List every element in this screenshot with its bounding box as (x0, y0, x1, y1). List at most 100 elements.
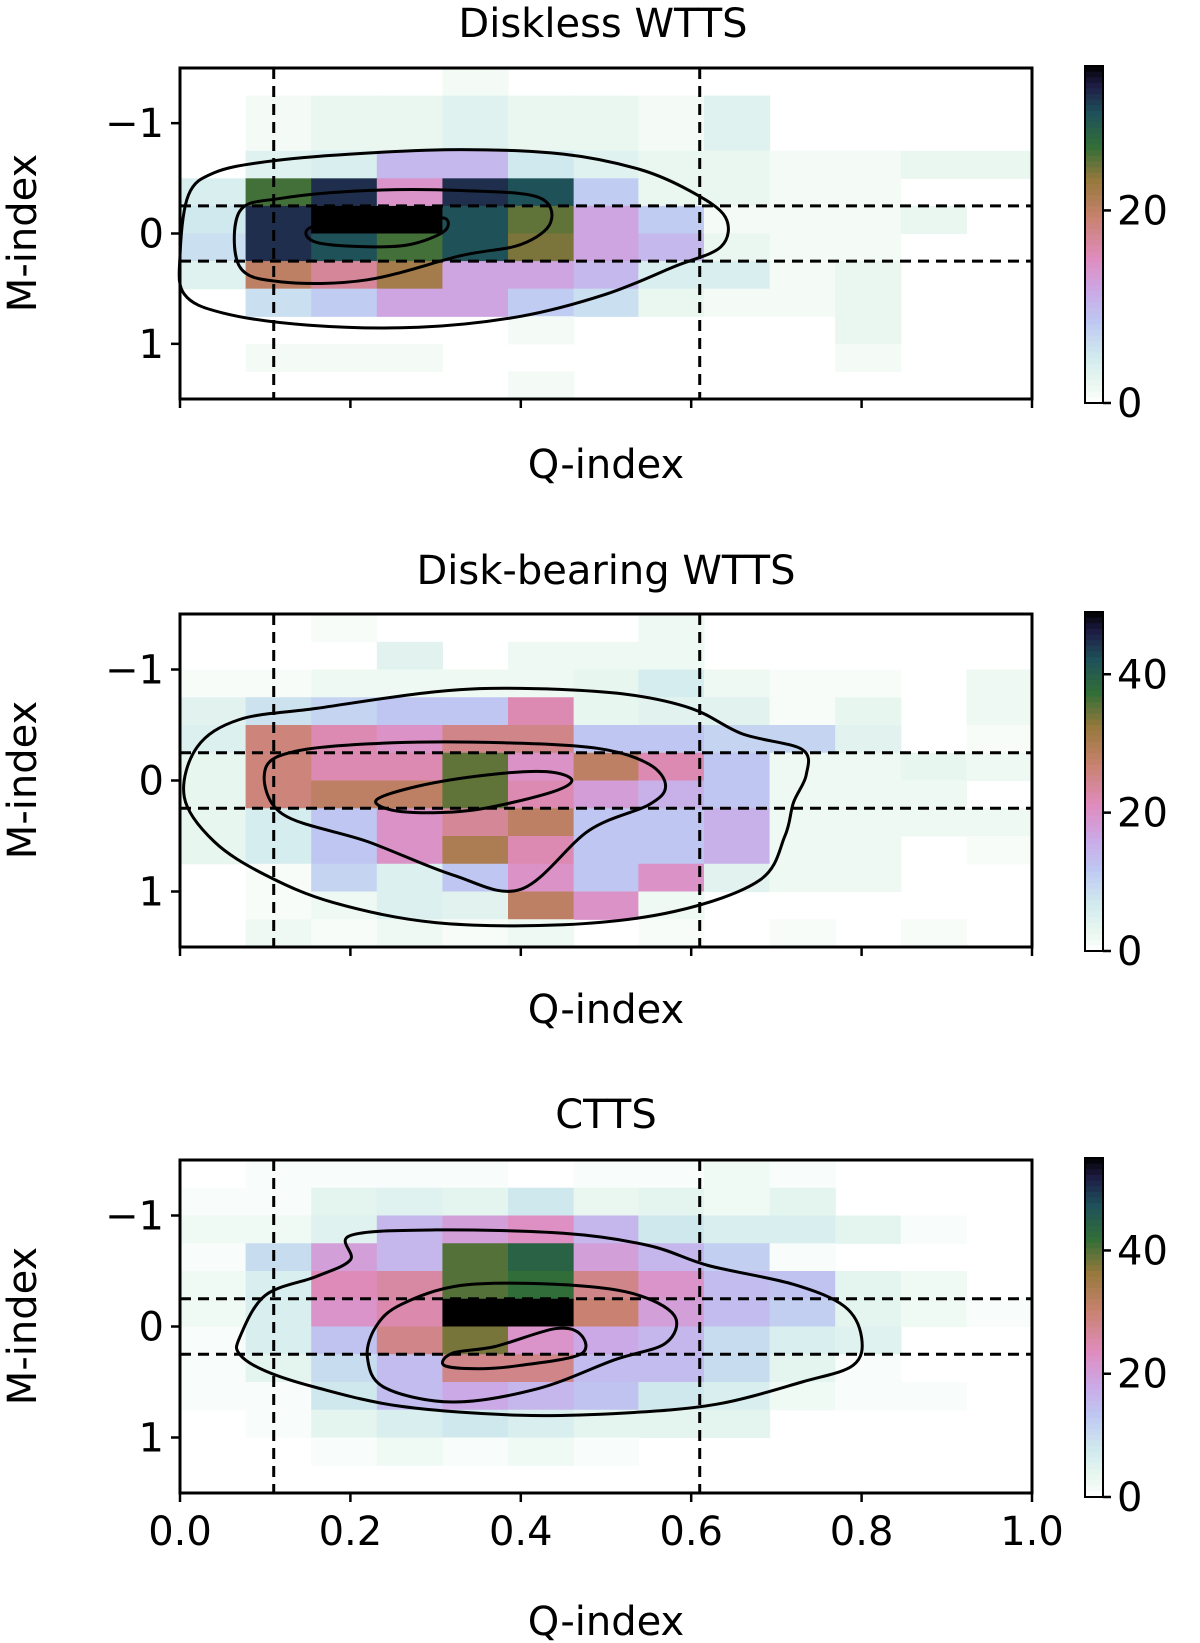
heatmap-cell (376, 1409, 444, 1439)
heatmap-cell (376, 919, 444, 948)
heatmap-cell (245, 1298, 312, 1328)
heatmap-cell (703, 288, 771, 317)
heatmap-cell (180, 1298, 247, 1328)
colorbar-segment (1085, 352, 1103, 359)
colorbar-frame (1084, 1157, 1104, 1498)
heatmap-cell (835, 1382, 902, 1411)
colorbar-segment (1085, 719, 1103, 726)
colorbar-segment (1085, 133, 1103, 140)
heatmap-cell (638, 1382, 705, 1411)
colorbar-segment (1085, 1242, 1103, 1249)
y-axis-label: M-index (0, 1247, 46, 1405)
heatmap-cell (508, 641, 575, 671)
heatmap-cell (966, 697, 1033, 726)
heatmap-cell (180, 1326, 247, 1355)
heatmap-cell (703, 1326, 771, 1355)
y-tick-label: 1 (139, 322, 164, 368)
colorbar-segment (1085, 843, 1103, 850)
colorbar-segment (1085, 329, 1103, 337)
heatmap-cell (769, 919, 836, 948)
heatmap-cell (835, 1298, 902, 1328)
colorbar-segment (1085, 809, 1103, 816)
heatmap-cell (376, 150, 444, 179)
colorbar-segment (1085, 1254, 1103, 1261)
colorbar-segment (1085, 651, 1103, 658)
heatmap-cell (508, 891, 575, 920)
heatmap-cell (508, 205, 575, 235)
contour-middle (365, 1281, 679, 1404)
colorbar-segment (1085, 1265, 1103, 1272)
heatmap-cell (573, 1215, 639, 1244)
heatmap-cell (508, 1437, 575, 1466)
colorbar-segment (1085, 1197, 1103, 1204)
colorbar-segment (1085, 1412, 1103, 1419)
colorbar-segment (1085, 391, 1103, 398)
colorbar-segment (1085, 764, 1103, 771)
colorbar-segment (1085, 1480, 1103, 1487)
colorbar-segment (1085, 747, 1103, 754)
heatmap-cell (376, 95, 444, 152)
heatmap-cell (638, 614, 705, 643)
heatmap-cell (311, 288, 378, 317)
heatmap-cell (703, 205, 771, 235)
y-tick-label: 0 (139, 212, 164, 258)
colorbar-segment (1085, 628, 1103, 636)
heatmap-cell (900, 1382, 967, 1411)
colorbar-segment (1085, 195, 1103, 202)
heatmap-cell (966, 150, 1033, 179)
heatmap-cell (442, 863, 509, 893)
y-tick-label: −1 (105, 648, 164, 694)
reference-lines (180, 1160, 1032, 1493)
heatmap-cell (638, 205, 705, 235)
colorbar-segment (1085, 1282, 1103, 1289)
colorbar-segment (1085, 713, 1103, 720)
colorbar-segment (1085, 150, 1103, 157)
heatmap-cell (442, 891, 509, 920)
heatmap-cell (769, 752, 836, 782)
colorbar-tick-label: 40 (1117, 1228, 1168, 1274)
heatmap-cell (769, 233, 836, 262)
heatmap-cell (573, 863, 639, 893)
heatmap-cell (638, 1243, 705, 1272)
colorbar-segment (1085, 645, 1103, 653)
colorbar-segment (1085, 296, 1103, 303)
panel-title: Diskless WTTS (458, 1, 747, 47)
colorbar-segment (1085, 1434, 1103, 1442)
colorbar-segment (1085, 94, 1103, 101)
heatmap-cell (769, 1187, 836, 1217)
colorbar-segment (1085, 900, 1103, 907)
x-axis-label: Q-index (528, 1599, 684, 1643)
colorbar-segment (1085, 1333, 1103, 1340)
heatmap-cell (376, 178, 444, 207)
x-tick-label: 0.8 (830, 1509, 894, 1555)
heatmap-cell (638, 1160, 705, 1189)
colorbar-segment (1085, 369, 1103, 376)
heatmap-cell (835, 288, 902, 317)
colorbar-segment (1085, 662, 1103, 670)
colorbar-segment (1085, 1208, 1103, 1216)
heatmap-cell (835, 780, 902, 809)
x-axis-label: Q-index (528, 987, 684, 1033)
heatmap-cell (573, 1354, 639, 1383)
heatmap-cell (573, 150, 639, 179)
heatmap-cell (311, 614, 378, 643)
colorbar-segment (1085, 815, 1103, 822)
heatmap-cell (376, 752, 444, 782)
colorbar-segment (1085, 1214, 1103, 1221)
heatmap-cell (703, 233, 771, 262)
colorbar-segment (1085, 821, 1103, 828)
colorbar-segment (1085, 1457, 1103, 1464)
colorbar-segment (1085, 178, 1103, 185)
heatmap-cell (376, 641, 444, 671)
colorbar-segment (1085, 1237, 1103, 1244)
colorbar-segment (1085, 691, 1103, 698)
heatmap-cell (245, 1271, 312, 1300)
x-axis-ticks: 0.0 0.2 0.4 0.6 0.8 1.0 (148, 1493, 1064, 1555)
colorbar-segment (1085, 922, 1103, 929)
heatmap-cell (442, 1187, 509, 1217)
heatmap-cell (703, 1187, 771, 1217)
heatmap-cell (703, 1298, 771, 1328)
heatmap-cell (703, 863, 771, 893)
heatmap-cell (442, 1243, 509, 1272)
colorbar-segment (1085, 1169, 1103, 1176)
